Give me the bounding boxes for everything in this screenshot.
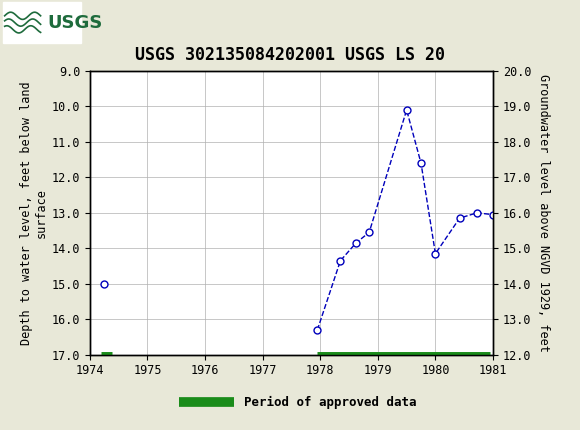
Y-axis label: Groundwater level above NGVD 1929, feet: Groundwater level above NGVD 1929, feet (536, 74, 550, 352)
Text: USGS: USGS (48, 14, 103, 31)
Text: Period of approved data: Period of approved data (244, 396, 416, 409)
FancyBboxPatch shape (3, 2, 81, 43)
Text: USGS 302135084202001 USGS LS 20: USGS 302135084202001 USGS LS 20 (135, 46, 445, 64)
Y-axis label: Depth to water level, feet below land
surface: Depth to water level, feet below land su… (20, 81, 48, 345)
